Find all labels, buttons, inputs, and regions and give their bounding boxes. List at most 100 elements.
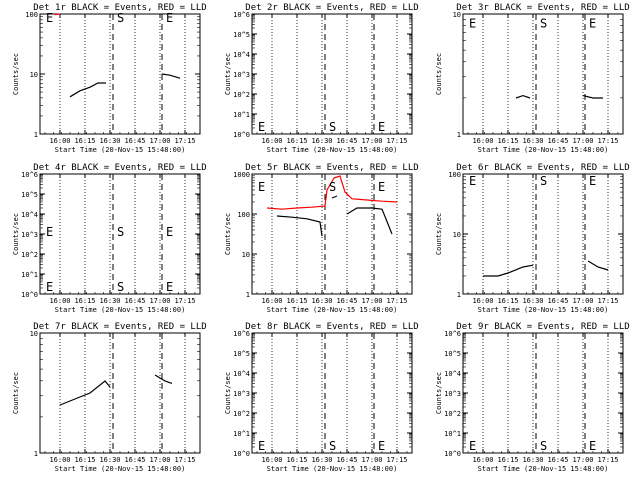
marker-s: S <box>117 11 124 25</box>
y-tick-label: 10 <box>453 231 461 239</box>
x-tick-label: 16:30 <box>99 456 120 464</box>
y-tick-label: 10^0 <box>21 291 38 299</box>
x-tick-label: 17:00 <box>361 297 382 305</box>
x-tick-label: 16:30 <box>99 137 120 145</box>
x-tick-label: 17:00 <box>149 137 170 145</box>
x-tick-label: 17:00 <box>572 137 593 145</box>
marker-e: E <box>46 280 53 294</box>
x-tick-label: 16:45 <box>547 137 568 145</box>
x-axis-label: Start Time (20-Nov-15 15:48:00) <box>267 465 398 473</box>
marker-e: E <box>469 16 476 30</box>
x-axis-label: Start Time (20-Nov-15 15:48:00) <box>478 146 609 154</box>
x-tick-label: 16:15 <box>497 297 518 305</box>
marker-e: E <box>258 180 265 194</box>
series-events-line <box>161 73 181 79</box>
x-tick-label: 17:15 <box>174 297 195 305</box>
y-axis-label: Counts/sec <box>224 372 232 414</box>
panel-det-6: Det 6r BLACK = Events, RED = LLD 16:00 16:… <box>435 163 630 314</box>
marker-e: E <box>589 16 596 30</box>
x-axis-label: Start Time (20-Nov-15 15:48:00) <box>478 306 609 314</box>
y-axis-label: Counts/sec <box>435 372 443 414</box>
y-tick-label: 10 <box>453 11 461 19</box>
series-lld-line <box>54 13 61 16</box>
plot-frame <box>462 13 624 135</box>
x-tick-label: 16:15 <box>74 137 95 145</box>
y-tick-label: 10^1 <box>233 430 250 438</box>
y-tick-label: 10^2 <box>233 410 250 418</box>
x-tick-label: 16:45 <box>336 137 357 145</box>
marker-s: S <box>329 180 336 194</box>
marker-e: E <box>166 11 173 25</box>
marker-e: E <box>469 439 476 453</box>
marker-s: S <box>117 225 124 239</box>
x-tick-label: 17:15 <box>386 456 407 464</box>
series-events-line <box>331 195 338 199</box>
panel-title: Det 4r BLACK = Events, RED = LLD <box>33 163 206 173</box>
x-tick-label: 16:30 <box>99 297 120 305</box>
marker-e: E <box>258 120 265 134</box>
x-tick-label: 16:00 <box>49 297 70 305</box>
series-events-line <box>515 94 531 99</box>
marker-e: E <box>469 174 476 188</box>
series-events-line <box>483 264 534 277</box>
series-events-line <box>69 82 106 98</box>
x-tick-label: 16:15 <box>497 456 518 464</box>
x-axis-label: Start Time (20-Nov-15 15:48:00) <box>55 306 186 314</box>
marker-e: E <box>378 180 385 194</box>
y-tick-label: 10 <box>242 251 250 259</box>
y-tick-label: 10^5 <box>444 350 461 358</box>
marker-e: E <box>46 11 53 25</box>
x-tick-label: 17:15 <box>386 297 407 305</box>
x-tick-label: 16:30 <box>311 137 332 145</box>
y-tick-label: 1 <box>457 291 461 299</box>
panel-title: Det 6r BLACK = Events, RED = LLD <box>456 163 629 173</box>
x-axis-label: Start Time (20-Nov-15 15:48:00) <box>267 146 398 154</box>
x-tick-label: 17:00 <box>149 297 170 305</box>
marker-e: E <box>589 439 596 453</box>
y-axis-label: Counts/sec <box>12 53 20 95</box>
x-tick-label: 17:15 <box>386 137 407 145</box>
marker-e: E <box>378 439 385 453</box>
plot-frame <box>251 332 413 454</box>
x-tick-label: 17:15 <box>174 137 195 145</box>
x-tick-label: 16:30 <box>522 456 543 464</box>
y-tick-label: 10^0 <box>444 450 461 458</box>
y-tick-label: 10^4 <box>233 370 250 378</box>
x-tick-label: 16:15 <box>74 456 95 464</box>
marker-e: E <box>589 174 596 188</box>
x-axis-label: Start Time (20-Nov-15 15:48:00) <box>55 146 186 154</box>
panel-det-5: Det 5r BLACK = Events, RED = LLD 16:00 16:… <box>224 163 419 314</box>
panel-det-8: Det 8r BLACK = Events, RED = LLD 16:00 16:… <box>224 322 419 473</box>
panel-det-9: Det 9r BLACK = Events, RED = LLD 16:00 16:… <box>435 322 630 473</box>
y-tick-label: 10^5 <box>21 191 38 199</box>
panel-det-7: Det 7r BLACK = Events, RED = LLD 16:00 16:… <box>12 225 207 473</box>
x-tick-label: 16:45 <box>547 456 568 464</box>
panel-det-1: Det 1r BLACK = Events, RED = LLD 16:00 16:… <box>12 3 207 154</box>
y-tick-label: 10^3 <box>21 231 38 239</box>
marker-s: S <box>329 120 336 134</box>
x-tick-label: 16:30 <box>522 137 543 145</box>
x-tick-label: 16:00 <box>261 297 282 305</box>
x-tick-label: 16:00 <box>261 137 282 145</box>
x-tick-label: 16:30 <box>311 297 332 305</box>
plot-frame <box>39 332 201 454</box>
panel-title: Det 5r BLACK = Events, RED = LLD <box>245 163 418 173</box>
y-tick-label: 10^0 <box>233 450 250 458</box>
x-tick-label: 17:15 <box>597 137 618 145</box>
y-tick-label: 10^2 <box>21 251 38 259</box>
y-tick-label: 10^6 <box>444 330 461 338</box>
panel-title: Det 7r BLACK = Events, RED = LLD <box>33 322 206 332</box>
marker-s: S <box>540 439 547 453</box>
x-tick-label: 17:15 <box>174 456 195 464</box>
x-tick-label: 16:15 <box>286 137 307 145</box>
panel-det-3: Det 3r BLACK = Events, RED = LLD 16:00 16:… <box>435 3 630 154</box>
x-tick-label: 16:45 <box>124 456 145 464</box>
y-tick-label: 10^6 <box>233 330 250 338</box>
panel-title: Det 9r BLACK = Events, RED = LLD <box>456 322 629 332</box>
marker-e: E <box>166 280 173 294</box>
marker-e: E <box>166 225 173 239</box>
y-tick-label: 10^5 <box>233 350 250 358</box>
y-tick-label: 10^1 <box>21 271 38 279</box>
x-tick-label: 16:45 <box>124 137 145 145</box>
plot-frame <box>39 13 201 135</box>
